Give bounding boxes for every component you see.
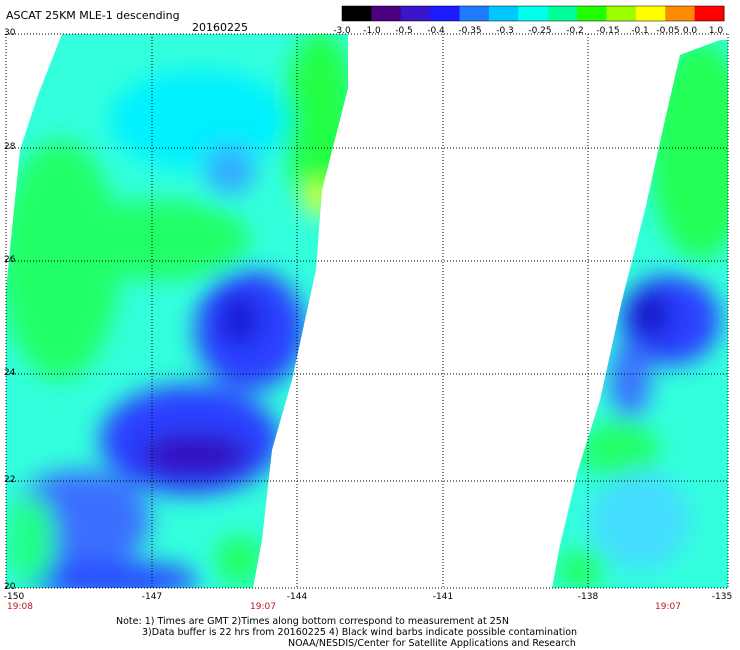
time-label: 19:07 <box>250 602 276 612</box>
colorbar-label: -0.35 <box>458 26 482 36</box>
colorbar-swatch <box>665 6 696 21</box>
lat-label: 26 <box>4 255 16 265</box>
colorbar-border <box>341 5 725 22</box>
colorbar <box>341 5 725 22</box>
colorbar-swatch <box>459 6 490 21</box>
lat-label: 22 <box>4 475 16 485</box>
colorbar-label: 0.0 <box>682 26 698 36</box>
colorbar-label: -0.5 <box>395 26 413 36</box>
lon-label: -144 <box>286 592 308 602</box>
left-swath <box>6 34 348 588</box>
colorbar-swatch <box>635 6 666 21</box>
note-line-1: Note: 1) Times are GMT 2)Times along bot… <box>116 616 509 627</box>
graticule <box>5 33 729 589</box>
colorbar-swatch <box>342 6 372 21</box>
colorbar-swatch <box>694 6 725 21</box>
note-line-3: NOAA/NESDIS/Center for Satellite Applica… <box>288 638 576 649</box>
map-title: ASCAT 25KM MLE-1 descending <box>6 9 180 22</box>
colorbar-swatch <box>518 6 549 21</box>
time-label: 19:07 <box>655 602 681 612</box>
time-label: 19:08 <box>7 602 33 612</box>
colorbar-swatch <box>606 6 637 21</box>
colorbar-label: -0.2 <box>566 26 584 36</box>
colorbar-swatch <box>400 6 431 21</box>
lon-label: -147 <box>141 592 163 602</box>
colorbar-label: -3.0 <box>333 26 351 36</box>
colorbar-swatch <box>488 6 519 21</box>
lon-label: -138 <box>577 592 599 602</box>
colorbar-label: -0.15 <box>596 26 620 36</box>
lat-label: 20 <box>4 582 16 592</box>
lon-label: -141 <box>432 592 454 602</box>
colorbar-label: -0.3 <box>496 26 514 36</box>
lon-label: -135 <box>711 592 733 602</box>
colorbar-swatch <box>430 6 461 21</box>
colorbar-label: -0.25 <box>528 26 552 36</box>
colorbar-label: -1.0 <box>363 26 381 36</box>
colorbar-swatch <box>577 6 607 21</box>
lon-label: -150 <box>3 592 25 602</box>
colorbar-swatch <box>371 6 402 21</box>
colorbar-label: -0.05 <box>656 26 680 36</box>
lat-label: 24 <box>4 368 16 378</box>
colorbar-label: -0.1 <box>631 26 649 36</box>
map-date: 20160225 <box>192 21 248 34</box>
note-line-2: 3)Data buffer is 22 hrs from 20160225 4)… <box>142 627 578 638</box>
colorbar-swatch <box>547 6 578 21</box>
lat-label: 28 <box>4 142 16 152</box>
colorbar-label: 1.0 <box>708 26 724 36</box>
lat-label: 30 <box>4 28 16 38</box>
colorbar-label: -0.4 <box>427 26 445 36</box>
right-swath <box>552 40 728 588</box>
